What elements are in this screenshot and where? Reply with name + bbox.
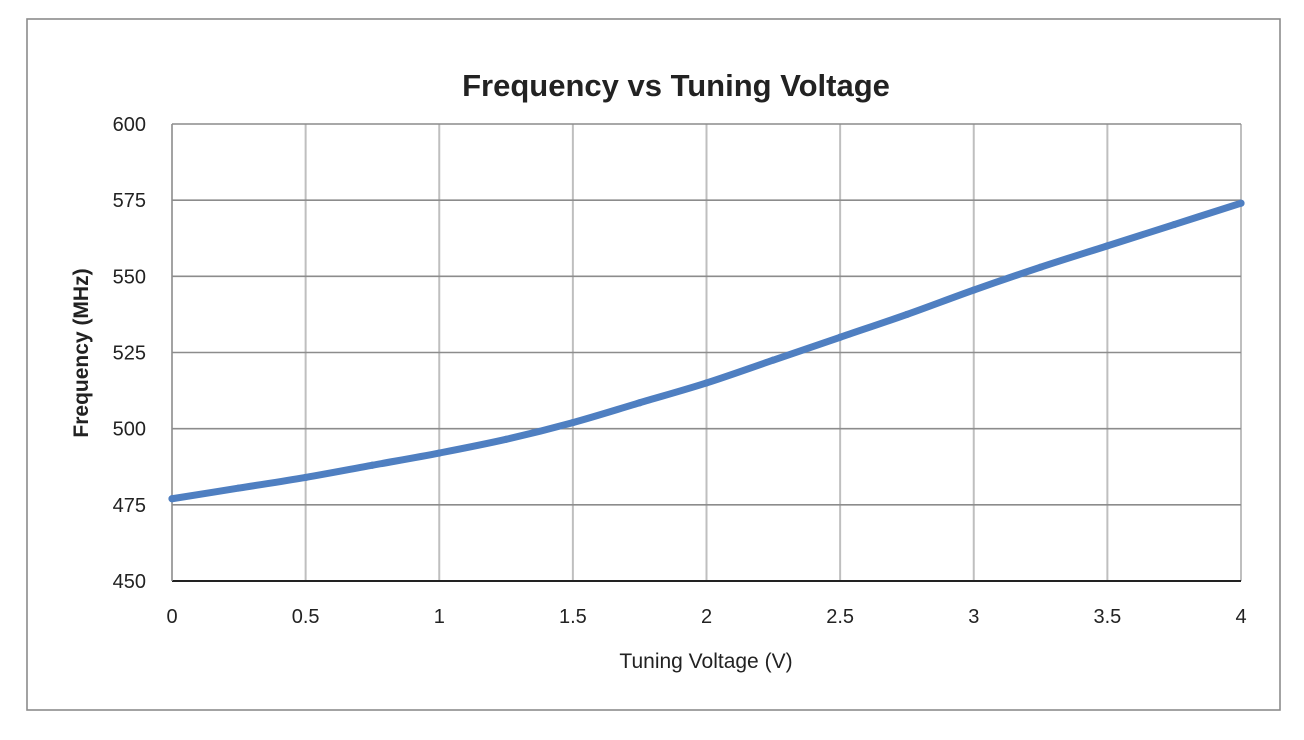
data-point xyxy=(302,473,310,482)
y-tick-label: 500 xyxy=(113,419,146,441)
x-axis-label: Tuning Voltage (V) xyxy=(619,650,792,673)
data-point xyxy=(702,379,711,387)
x-tick-label: 3.5 xyxy=(1093,606,1121,628)
chart-border xyxy=(26,18,1281,711)
y-tick-label: 475 xyxy=(113,495,146,517)
x-tick-label: 1.5 xyxy=(559,606,587,628)
y-tick-label: 450 xyxy=(113,571,146,593)
x-tick-label: 0 xyxy=(166,606,177,628)
gridlines xyxy=(172,123,1242,581)
data-point xyxy=(1237,199,1245,207)
data-point xyxy=(168,495,176,503)
data-point xyxy=(1170,220,1178,229)
data-point xyxy=(903,310,911,319)
x-tick-label: 2 xyxy=(701,606,712,628)
tick-labels: 0 0.5 1 1.5 2 2.5 3 3.5 4 450 475 500 525 550 575 600 xyxy=(113,114,1247,628)
y-tick-label: 600 xyxy=(113,114,146,136)
axes xyxy=(171,124,1241,582)
x-tick-label: 4 xyxy=(1235,606,1246,628)
data-point xyxy=(235,484,243,492)
data-point xyxy=(769,356,777,364)
y-axis-label: Frequency (MHz) xyxy=(70,268,93,437)
x-tick-label: 0.5 xyxy=(292,606,320,628)
x-tick-label: 3 xyxy=(968,606,979,628)
x-tick-label: 1 xyxy=(434,606,445,628)
data-point xyxy=(1036,263,1045,271)
y-tick-label: 525 xyxy=(113,343,146,365)
data-point xyxy=(836,333,844,341)
y-tick-label: 575 xyxy=(113,190,146,212)
data-point xyxy=(368,461,377,469)
data-point xyxy=(435,449,443,457)
chart-title: Frequency vs Tuning Voltage xyxy=(462,68,890,103)
x-tick-label: 2.5 xyxy=(826,606,854,628)
data-point xyxy=(636,399,644,407)
series-layer xyxy=(168,199,1245,503)
data-point xyxy=(569,418,577,427)
data-point xyxy=(1103,242,1111,250)
data-point xyxy=(970,286,978,294)
data-point xyxy=(502,435,510,443)
y-tick-label: 550 xyxy=(113,266,146,288)
